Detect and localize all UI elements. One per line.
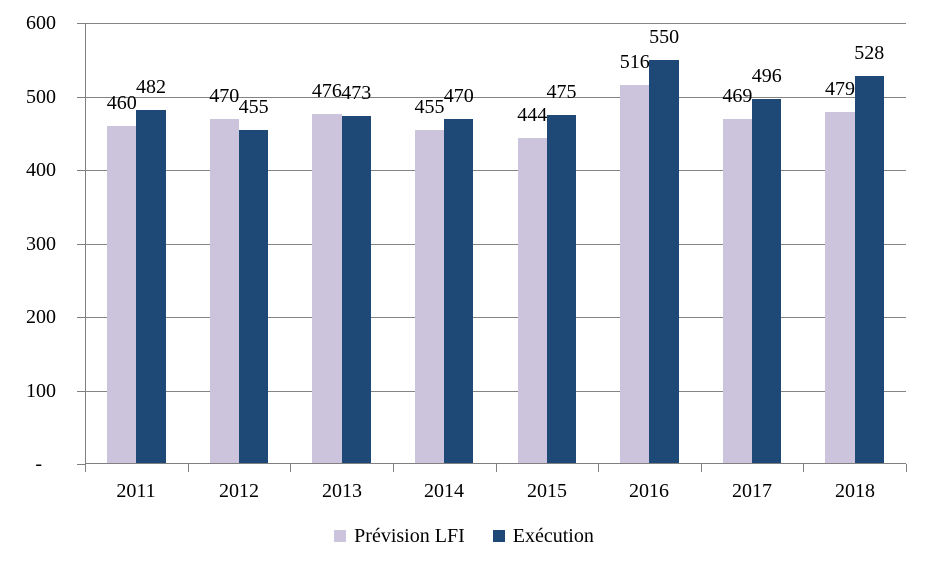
bar-prévision-lfi-2018 <box>825 111 855 464</box>
y-axis-tick <box>77 23 85 24</box>
value-label: 479 <box>825 77 855 100</box>
gridline <box>85 391 906 392</box>
value-label: 528 <box>854 41 885 64</box>
gridline <box>85 244 906 245</box>
x-axis-tick <box>906 464 907 472</box>
y-axis-tick <box>77 317 85 318</box>
x-axis-label-2013: 2013 <box>322 480 362 502</box>
x-axis-tick <box>393 464 394 472</box>
y-axis-tick-label: 600 <box>26 12 56 34</box>
x-axis-label-2017: 2017 <box>732 480 772 502</box>
x-axis-label-2012: 2012 <box>219 480 259 502</box>
y-axis-tick-label: 200 <box>26 306 56 328</box>
x-axis-tick <box>701 464 702 472</box>
x-axis-tick <box>85 464 86 472</box>
y-axis-tick <box>77 170 85 171</box>
gridline <box>85 97 906 98</box>
y-axis-tick <box>77 391 85 392</box>
gridline <box>85 23 906 24</box>
value-label: 516 <box>619 50 650 73</box>
bar-exécution-2011 <box>136 109 166 464</box>
y-axis-tick-label: 300 <box>26 233 56 255</box>
bar-prévision-lfi-2012 <box>209 118 239 464</box>
y-axis-tick-label: 100 <box>26 380 56 402</box>
x-axis-label-2015: 2015 <box>527 480 567 502</box>
value-label: 470 <box>443 84 474 107</box>
bar-prévision-lfi-2011 <box>107 125 137 464</box>
value-label: 444 <box>517 103 548 126</box>
bar-exécution-2012 <box>238 129 269 464</box>
x-axis-tick <box>290 464 291 472</box>
legend-label: Exécution <box>512 525 594 547</box>
y-axis-tick-label: - <box>35 453 42 475</box>
x-axis-label-2016: 2016 <box>629 480 669 502</box>
legend: Prévision LFI Exécution <box>0 525 928 547</box>
x-axis-tick <box>598 464 599 472</box>
value-label: 476 <box>311 80 342 103</box>
plot-area: 460 482 470 455 476 473 455 470 444 475 516 550 469 4… <box>85 23 906 464</box>
value-label: 470 <box>209 84 240 107</box>
bar-exécution-2016 <box>649 59 679 464</box>
y-axis-tick-label: 400 <box>26 159 56 181</box>
y-axis-tick <box>77 97 85 98</box>
y-axis-tick-label: 500 <box>26 86 56 108</box>
bar-prévision-lfi-2016 <box>620 84 650 464</box>
legend-item-exécution: Exécution <box>492 525 594 547</box>
bar-exécution-2014 <box>444 118 474 464</box>
value-label: 496 <box>751 65 782 88</box>
value-label: 469 <box>722 85 753 108</box>
bar-exécution-2013 <box>341 116 371 464</box>
legend-swatch-icon <box>492 530 505 542</box>
legend-item-prévision-lfi: Prévision LFI <box>334 525 465 547</box>
value-label: 460 <box>106 91 137 114</box>
value-label: 455 <box>238 95 269 118</box>
bar-prévision-lfi-2013 <box>312 114 342 464</box>
value-label: 473 <box>341 82 372 105</box>
legend-label: Prévision LFI <box>354 525 465 547</box>
x-axis-label-2018: 2018 <box>835 480 875 502</box>
gridline <box>85 170 906 171</box>
x-axis-label-2011: 2011 <box>116 480 156 502</box>
x-axis-label-2014: 2014 <box>424 480 464 502</box>
value-label: 475 <box>546 80 577 103</box>
y-axis-tick <box>77 244 85 245</box>
y-axis-line <box>85 23 86 464</box>
x-axis-tick <box>803 464 804 472</box>
legend-swatch-icon <box>334 530 347 542</box>
x-axis-tick <box>188 464 189 472</box>
bar-exécution-2017 <box>752 99 782 464</box>
gridline <box>85 317 906 318</box>
y-axis-tick <box>77 464 85 465</box>
bar-prévision-lfi-2015 <box>517 137 547 464</box>
value-label: 482 <box>136 75 166 98</box>
bar-prévision-lfi-2014 <box>414 129 445 464</box>
value-label: 455 <box>414 95 445 118</box>
x-axis-line <box>85 463 906 464</box>
bar-exécution-2015 <box>546 114 577 464</box>
value-label: 550 <box>649 25 680 48</box>
bar-prévision-lfi-2017 <box>722 119 753 464</box>
bar-exécution-2018 <box>854 75 884 464</box>
x-axis-tick <box>496 464 497 472</box>
